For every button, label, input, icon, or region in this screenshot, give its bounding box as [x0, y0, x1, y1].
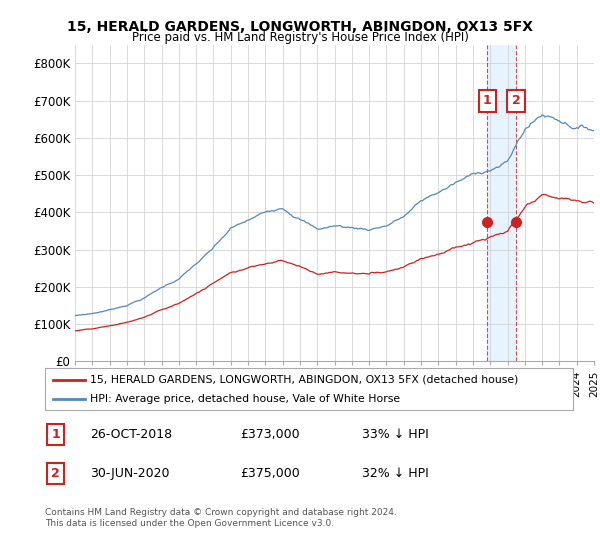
Text: HPI: Average price, detached house, Vale of White Horse: HPI: Average price, detached house, Vale… [90, 394, 400, 404]
Text: 1: 1 [52, 428, 60, 441]
Text: £373,000: £373,000 [241, 428, 300, 441]
Text: 1: 1 [483, 94, 491, 107]
Text: 32% ↓ HPI: 32% ↓ HPI [362, 467, 428, 480]
Text: 2: 2 [512, 94, 521, 107]
Text: 26-OCT-2018: 26-OCT-2018 [90, 428, 172, 441]
Text: £375,000: £375,000 [241, 467, 300, 480]
Text: 2: 2 [52, 467, 60, 480]
Bar [487, 45, 516, 361]
Text: 33% ↓ HPI: 33% ↓ HPI [362, 428, 428, 441]
Text: 15, HERALD GARDENS, LONGWORTH, ABINGDON, OX13 5FX (detached house): 15, HERALD GARDENS, LONGWORTH, ABINGDON,… [90, 375, 518, 385]
Text: Contains HM Land Registry data © Crown copyright and database right 2024.
This d: Contains HM Land Registry data © Crown c… [45, 508, 397, 528]
Text: Price paid vs. HM Land Registry's House Price Index (HPI): Price paid vs. HM Land Registry's House … [131, 31, 469, 44]
Text: 15, HERALD GARDENS, LONGWORTH, ABINGDON, OX13 5FX: 15, HERALD GARDENS, LONGWORTH, ABINGDON,… [67, 20, 533, 34]
Text: 30-JUN-2020: 30-JUN-2020 [90, 467, 169, 480]
